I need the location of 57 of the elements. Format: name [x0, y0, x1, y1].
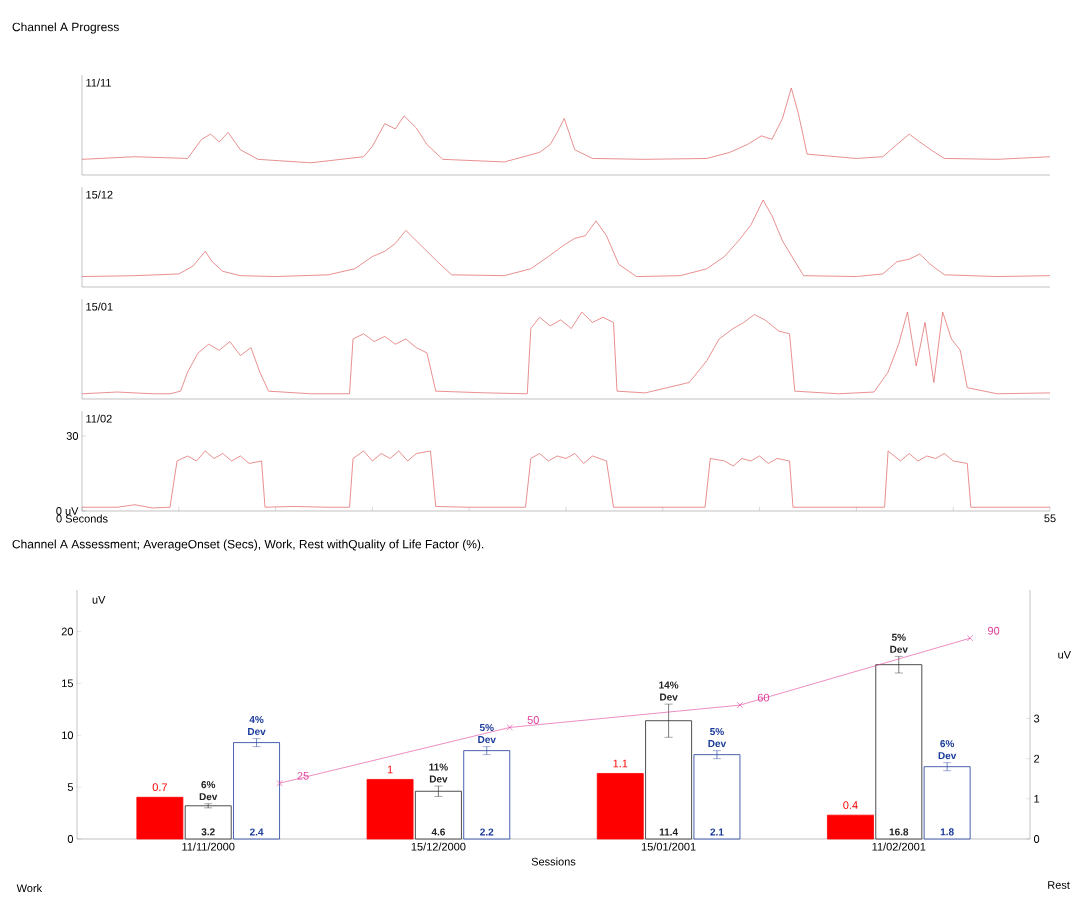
annotation: 5% Dev: [890, 633, 908, 653]
point: [506, 724, 513, 731]
y-tick-label: 15: [62, 679, 73, 688]
data-label: 16.8: [889, 828, 909, 836]
y2-tick-label: 0: [1033, 835, 1040, 843]
x-tick-label: 55: [1044, 514, 1056, 523]
data-label: 25: [297, 771, 309, 780]
y2-axis-title: uV: [1058, 650, 1071, 659]
y2-tick-label: 2: [1034, 754, 1040, 763]
annotation: 5% Dev: [708, 728, 727, 748]
annotation: 14% Dev: [659, 681, 679, 701]
y-tick-label: 5: [67, 783, 73, 791]
data-label: 2.2: [480, 828, 494, 836]
data-label: 1: [387, 765, 393, 774]
y-axis-title: uV: [92, 596, 106, 604]
point: [276, 780, 283, 787]
x-tick-label: 15/12/2000: [411, 842, 466, 851]
data-label: 2.4: [249, 828, 264, 836]
y-tick-label: 0 uV: [56, 507, 79, 515]
data-label: 90: [988, 626, 1000, 635]
x-tick-label: 15/01/2001: [641, 842, 696, 851]
chart-title: Channel A Progress: [12, 22, 119, 34]
data-label: 2.1: [710, 828, 724, 836]
chart-title: Channel A Assessment; AverageOnset (Secs), Work, Rest withQuality of Life Factor (%).: [12, 539, 484, 551]
y-tick-label: 20: [61, 627, 74, 636]
point: [736, 701, 744, 709]
data-label: 0.4: [843, 801, 858, 809]
chart-subtitle: 11/11: [86, 78, 111, 87]
x-axis-title: Sessions: [531, 857, 576, 866]
data-label: 4.6: [431, 828, 445, 836]
y2-tick-label: 3: [1033, 714, 1040, 723]
annotation: 5% Dev: [478, 724, 496, 744]
x-tick-label: 11/11/2000: [182, 842, 235, 851]
annotation: 6% Dev: [199, 781, 218, 801]
y2-tick-label: 1: [1034, 795, 1040, 803]
x-tick-label: 11/02/2001: [872, 842, 926, 851]
data-label: 1.8: [940, 828, 954, 836]
data-label: 1.1: [613, 759, 628, 768]
annotation: 11% Dev: [429, 763, 448, 783]
text: Rest: [1048, 881, 1070, 889]
point: [967, 635, 974, 642]
chart-title: 15/01: [86, 302, 113, 311]
data-label: 11.4: [659, 828, 678, 836]
annotation: 4% Dev: [248, 715, 266, 736]
x-tick-label: 0 Seconds: [56, 514, 108, 523]
bar: [827, 814, 874, 840]
y-tick-label: 10: [62, 731, 74, 740]
data-label: 60: [757, 693, 770, 702]
data-label: 0.7: [152, 783, 167, 792]
chart-title: 15/12: [86, 190, 113, 199]
text: Work: [16, 884, 43, 893]
data-label: 3.2: [201, 828, 215, 836]
y-tick-label: 30: [66, 432, 79, 440]
annotation: 6% Dev: [938, 740, 957, 760]
chart-title: 11/02: [86, 414, 112, 423]
data-label: 50: [527, 716, 539, 724]
y-tick-label: 0: [67, 835, 74, 843]
